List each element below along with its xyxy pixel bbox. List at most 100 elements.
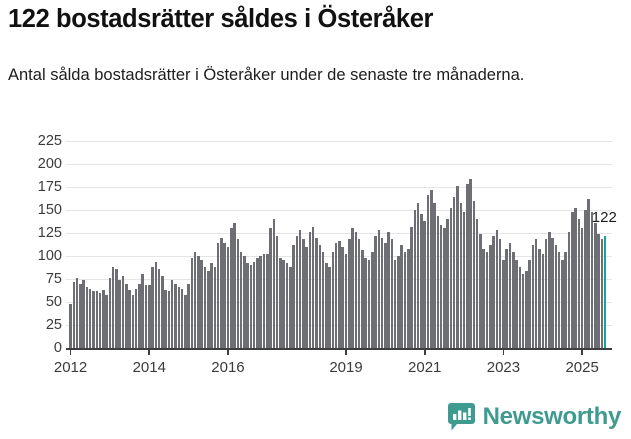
bar bbox=[82, 279, 85, 348]
bar bbox=[390, 239, 394, 348]
newsworthy-logo[interactable]: Newsworthy bbox=[447, 403, 622, 431]
bar bbox=[302, 239, 305, 348]
y-axis-tick-label: 150 bbox=[37, 202, 62, 218]
bar bbox=[354, 232, 358, 348]
bar bbox=[561, 259, 564, 348]
y-axis-tick-label: 100 bbox=[37, 248, 62, 264]
bar bbox=[269, 228, 272, 348]
bar bbox=[485, 252, 489, 348]
bar bbox=[295, 235, 299, 348]
y-axis-tick-label: 200 bbox=[37, 156, 62, 172]
bar bbox=[597, 233, 600, 348]
x-axis-tick bbox=[581, 348, 583, 355]
bar bbox=[272, 219, 276, 348]
bar bbox=[433, 202, 436, 348]
bar bbox=[239, 252, 243, 348]
bar bbox=[236, 239, 240, 348]
bar bbox=[498, 239, 502, 348]
bar bbox=[259, 256, 263, 348]
bar bbox=[420, 213, 423, 348]
bar bbox=[167, 290, 171, 348]
x-axis-line bbox=[66, 348, 612, 350]
y-axis-tick-label: 0 bbox=[53, 340, 62, 356]
bar bbox=[210, 263, 213, 348]
bar bbox=[111, 267, 115, 348]
bar bbox=[154, 261, 158, 348]
bar bbox=[95, 290, 99, 348]
bar bbox=[525, 270, 528, 348]
bar bbox=[197, 256, 200, 348]
y-axis-tick-label: 25 bbox=[45, 317, 62, 333]
chart-plot: 0 25 50 75 100 125 150 175 200 225 2012 2014 2016 20… bbox=[37, 133, 617, 394]
bar bbox=[459, 202, 463, 348]
bar bbox=[580, 228, 584, 348]
x-axis-tick-label: 2019 bbox=[329, 359, 363, 376]
bar bbox=[170, 279, 174, 348]
bar bbox=[564, 252, 567, 348]
bar bbox=[213, 267, 217, 348]
bar bbox=[246, 263, 249, 348]
bar bbox=[495, 230, 499, 348]
bar bbox=[364, 257, 367, 348]
bar bbox=[482, 248, 486, 348]
bar bbox=[157, 268, 161, 348]
bar bbox=[502, 259, 505, 348]
bar bbox=[544, 239, 548, 348]
bar bbox=[125, 283, 128, 348]
bar bbox=[98, 292, 102, 348]
bar bbox=[203, 267, 207, 348]
bar bbox=[479, 233, 482, 348]
x-axis-tick-label: 2021 bbox=[408, 359, 442, 376]
bar bbox=[413, 210, 417, 348]
bar bbox=[400, 244, 404, 348]
bar-series bbox=[66, 141, 612, 348]
bar bbox=[262, 254, 266, 348]
bar bbox=[416, 202, 420, 348]
x-axis-tick bbox=[423, 348, 426, 355]
bar bbox=[164, 290, 167, 348]
bar bbox=[72, 281, 76, 348]
bar bbox=[528, 259, 531, 348]
bar bbox=[370, 252, 374, 348]
bar bbox=[511, 252, 515, 348]
bar bbox=[374, 235, 377, 348]
bar bbox=[334, 243, 338, 348]
x-axis-tick bbox=[227, 348, 229, 355]
bar bbox=[174, 283, 177, 348]
x-axis-tick-label: 2014 bbox=[132, 359, 166, 376]
bar bbox=[177, 287, 181, 348]
bar bbox=[531, 244, 535, 348]
y-axis-tick-label: 175 bbox=[37, 179, 62, 195]
bar bbox=[75, 278, 79, 348]
bar bbox=[249, 265, 253, 348]
bar bbox=[443, 228, 446, 348]
bar bbox=[128, 290, 131, 348]
bar bbox=[180, 289, 184, 348]
bar bbox=[384, 243, 387, 348]
y-axis-tick-label: 225 bbox=[37, 133, 62, 149]
gridline bbox=[66, 187, 612, 188]
bar bbox=[518, 267, 522, 348]
bar bbox=[147, 285, 151, 348]
bar bbox=[105, 294, 108, 348]
brand-name: Newsworthy bbox=[482, 403, 622, 430]
bar bbox=[311, 226, 315, 348]
bar bbox=[131, 294, 135, 348]
bar bbox=[298, 230, 302, 348]
bar bbox=[279, 257, 282, 348]
bar bbox=[387, 232, 390, 348]
bar bbox=[541, 254, 545, 348]
bar bbox=[446, 219, 449, 348]
bar bbox=[193, 252, 197, 348]
bar bbox=[469, 178, 472, 348]
bar bbox=[466, 184, 469, 348]
bar bbox=[348, 239, 351, 348]
bar bbox=[121, 276, 125, 348]
page-title: 122 bostadsrätter såldes i Österåker bbox=[8, 5, 434, 33]
x-axis-tick bbox=[345, 348, 347, 355]
x-axis: 2012 2014 2016 2019 2021 2023 2025 bbox=[54, 348, 612, 394]
bar bbox=[282, 259, 285, 348]
bar bbox=[187, 283, 190, 348]
bar-chart-speech-bubble-icon bbox=[447, 403, 475, 431]
bar bbox=[141, 274, 144, 348]
